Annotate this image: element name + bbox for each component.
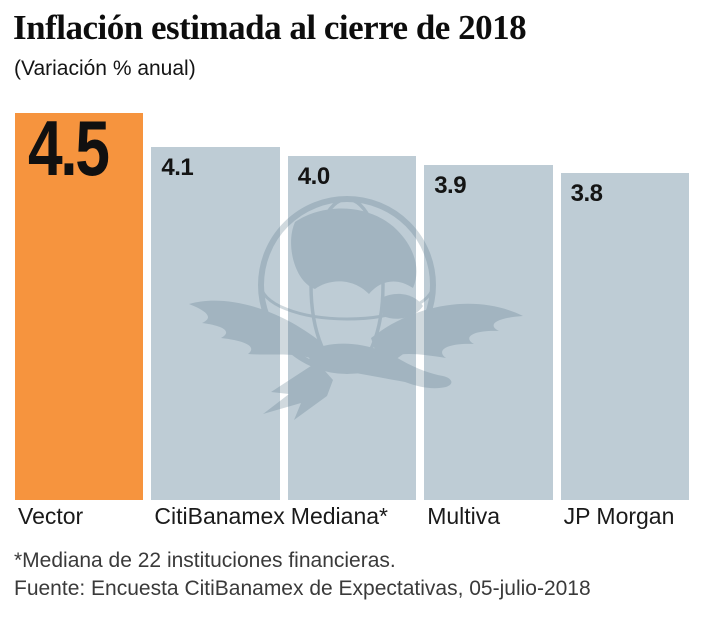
footnote-source: Fuente: Encuesta CitiBanamex de Expectat… (14, 577, 591, 600)
bar-vector: 4.5 (15, 109, 144, 500)
bar-category-label: CitiBanamex (154, 503, 285, 529)
bar-value-label: 3.9 (434, 171, 467, 199)
footnote-median: *Mediana de 22 instituciones financieras… (14, 549, 396, 572)
chart-title: Inflación estimada al cierre de 2018 (13, 8, 527, 47)
bar-category-label: Vector (18, 503, 84, 529)
bar-jp-morgan: 3.8 (560, 173, 689, 500)
bar-category-label: Mediana* (290, 503, 388, 529)
bar-value-label: 4.5 (28, 104, 110, 192)
bar-category-label: Multiva (427, 503, 501, 529)
bar-value-label: 4.1 (161, 154, 194, 182)
footnotes: *Mediana de 22 instituciones financieras… (14, 547, 591, 603)
bar-value-label: 3.8 (570, 180, 603, 208)
chart-subtitle: (Variación % anual) (14, 57, 196, 80)
bar-citibanamex: 4.1 (151, 147, 280, 500)
bar-mediana: 4.0 (287, 156, 417, 500)
bar-multiva: 3.9 (424, 164, 553, 500)
bar-value-label: 4.0 (297, 163, 330, 190)
bar-category-label: JP Morgan (563, 503, 675, 529)
